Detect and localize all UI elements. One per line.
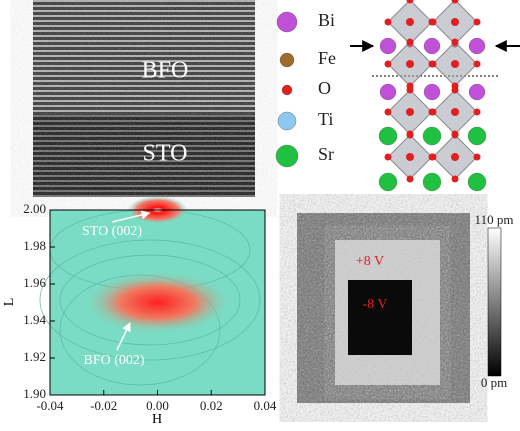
- x-tick-label: -0.02: [90, 398, 117, 413]
- atom: [468, 37, 486, 55]
- bias-label: +8 V: [356, 254, 384, 269]
- x-tick-label: 0.00: [146, 398, 169, 413]
- legend-swatch: [276, 11, 298, 33]
- y-tick-label: 1.94: [23, 312, 46, 327]
- atom: [378, 126, 398, 146]
- atom: [429, 108, 437, 116]
- legend-swatch: [279, 52, 295, 68]
- atom: [422, 172, 442, 192]
- atom: [384, 18, 392, 26]
- legend-swatch: [277, 111, 297, 131]
- x-tick-label: 0.02: [200, 398, 223, 413]
- tem-label: BFO: [142, 58, 189, 84]
- atom: [406, 131, 414, 139]
- atom: [406, 18, 414, 26]
- atom: [423, 83, 441, 101]
- atom: [384, 60, 392, 68]
- atom: [467, 126, 487, 146]
- tem-image: BFO STO: [33, 0, 255, 197]
- x-tick-label: 0.04: [254, 398, 277, 413]
- y-tick-label: 1.96: [23, 275, 46, 290]
- peak-label: STO (002): [82, 224, 142, 239]
- crystal-structure: [350, 0, 520, 192]
- atom: [451, 153, 459, 161]
- x-tick-label: -0.04: [36, 398, 64, 413]
- y-tick-label: 1.90: [23, 386, 46, 401]
- tem-label: STO: [143, 141, 188, 167]
- atom: [451, 108, 459, 116]
- atom: [429, 18, 437, 26]
- peak: [82, 270, 233, 335]
- y-tick-label: 1.98: [23, 238, 46, 253]
- pfm-image: +8 V -8 V 110 pm 0 pm: [297, 212, 513, 403]
- atom: [406, 86, 414, 94]
- atom: [429, 153, 437, 161]
- colorbar-max: 110 pm: [475, 212, 514, 227]
- atom: [406, 38, 414, 46]
- atom: [429, 60, 437, 68]
- atom: [473, 108, 481, 116]
- atom: [451, 38, 459, 46]
- atom: [451, 60, 459, 68]
- peak-label: BFO (002): [83, 353, 144, 368]
- atom: [406, 175, 414, 183]
- atom: [379, 37, 397, 55]
- colorbar-min: 0 pm: [481, 375, 507, 390]
- legend-label: Fe: [318, 48, 336, 68]
- y-tick-label: 1.92: [23, 349, 46, 364]
- arrow: [116, 322, 131, 351]
- legend-label: O: [318, 78, 331, 98]
- y-axis-label: L: [2, 298, 17, 307]
- legend-swatch: [275, 144, 299, 168]
- arrow: [111, 210, 151, 223]
- atom: [451, 131, 459, 139]
- y-tick-label: 2.00: [23, 201, 46, 216]
- atom: [378, 172, 398, 192]
- legend-label: Bi: [318, 10, 335, 30]
- atom: [384, 108, 392, 116]
- legend-label: Sr: [318, 144, 334, 164]
- legend: Bi Fe O Ti Sr: [275, 10, 336, 168]
- atom: [473, 153, 481, 161]
- atom: [473, 60, 481, 68]
- atom: [379, 83, 397, 101]
- atom: [451, 175, 459, 183]
- atom: [406, 108, 414, 116]
- atom: [473, 18, 481, 26]
- x-axis-label: H: [152, 412, 162, 427]
- legend-label: Ti: [318, 109, 333, 129]
- rsm-plot: STO (002) BFO (002) -0.04 -0.02 0.00 0.02 0.0…: [2, 196, 277, 427]
- atom: [384, 153, 392, 161]
- atom: [451, 86, 459, 94]
- atom: [468, 83, 486, 101]
- legend-swatch: [281, 84, 293, 96]
- atom: [406, 0, 414, 4]
- atom: [422, 126, 442, 146]
- atom: [406, 60, 414, 68]
- atom: [451, 0, 459, 4]
- atom: [467, 172, 487, 192]
- atom: [423, 37, 441, 55]
- atom: [406, 153, 414, 161]
- bias-label: -8 V: [362, 297, 387, 312]
- atom: [451, 18, 459, 26]
